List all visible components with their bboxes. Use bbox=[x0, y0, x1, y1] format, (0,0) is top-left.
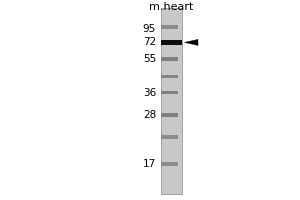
Bar bbox=[160, 113, 178, 117]
Bar bbox=[160, 91, 178, 94]
Text: 72: 72 bbox=[143, 37, 156, 47]
Polygon shape bbox=[184, 39, 198, 45]
Bar bbox=[160, 8, 182, 194]
Text: 28: 28 bbox=[143, 110, 156, 120]
Bar bbox=[160, 25, 178, 29]
Text: 17: 17 bbox=[143, 159, 156, 169]
Text: 36: 36 bbox=[143, 88, 156, 98]
Bar bbox=[160, 41, 178, 44]
Bar bbox=[160, 135, 178, 139]
Text: m.heart: m.heart bbox=[149, 2, 193, 12]
Text: 95: 95 bbox=[143, 24, 156, 34]
Bar bbox=[160, 162, 178, 166]
Text: 55: 55 bbox=[143, 54, 156, 64]
Bar bbox=[160, 57, 178, 61]
Bar bbox=[160, 75, 178, 78]
Bar bbox=[160, 40, 182, 45]
